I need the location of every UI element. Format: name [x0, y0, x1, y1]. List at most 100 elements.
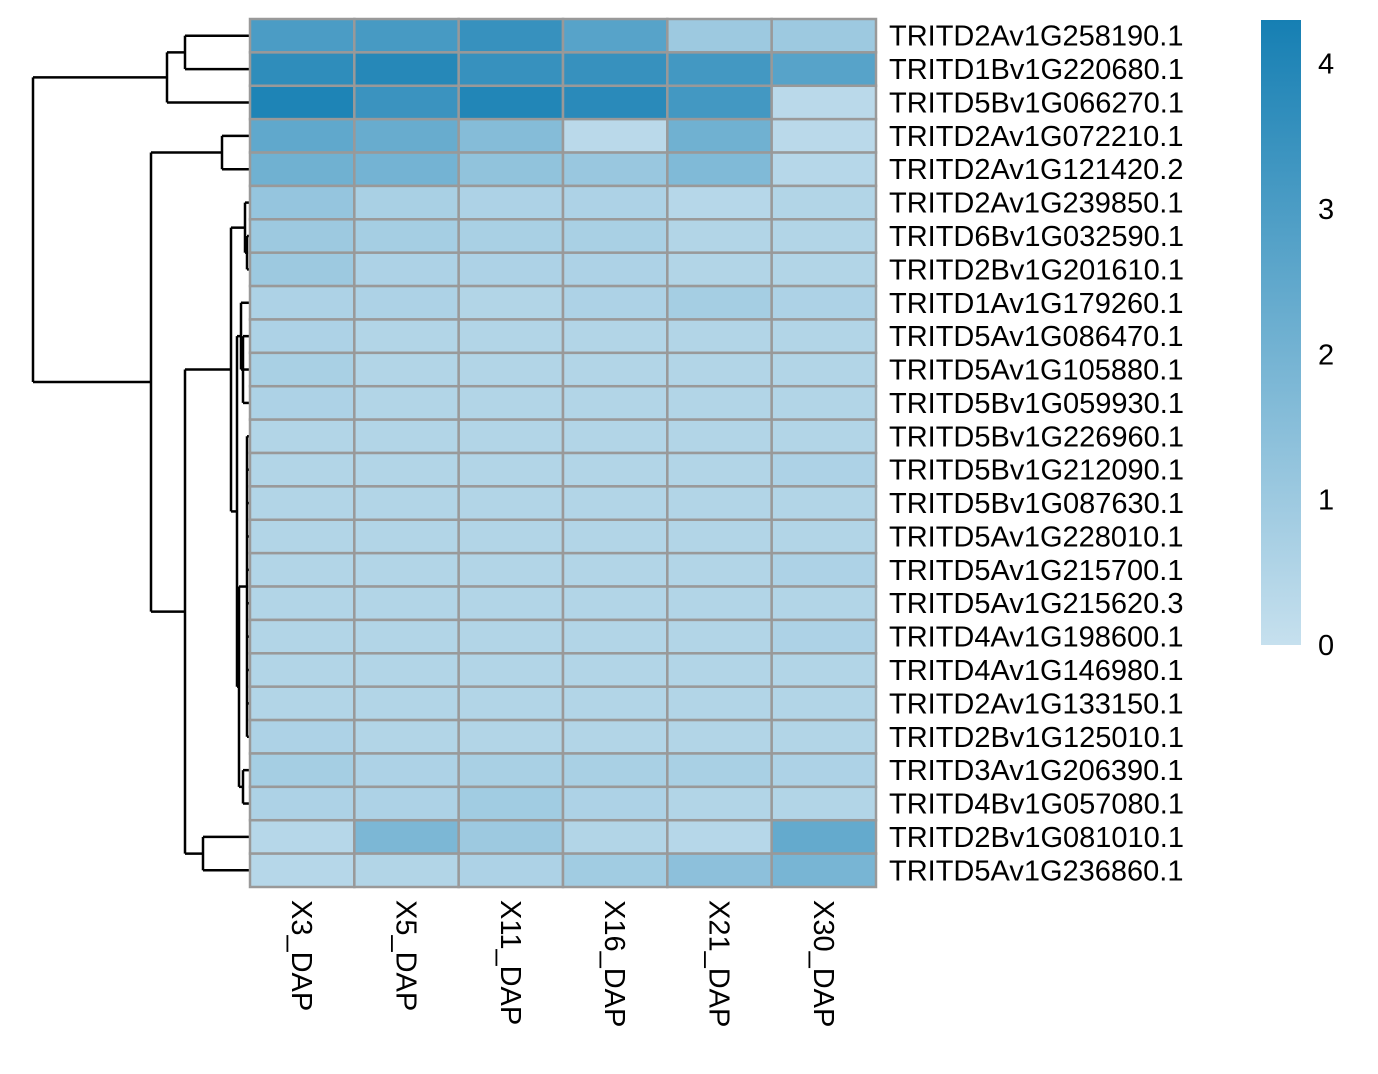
heatmap-cell [248, 585, 356, 622]
heatmap-cell [353, 351, 460, 388]
heatmap-cell [666, 485, 773, 522]
heatmap-cell [353, 251, 460, 288]
heatmap-cell [770, 184, 878, 221]
heatmap-cell [248, 451, 356, 488]
heatmap-cell [248, 618, 356, 655]
row-label: TRITD6Bv1G032590.1 [889, 221, 1184, 253]
column-labels: X3_DAP X5_DAP X11_DAP X16_DAP X21_DAP X30_DAP [285, 900, 839, 1027]
column-label: X30_DAP [807, 900, 839, 1027]
row-label: TRITD2Av1G133150.1 [889, 688, 1183, 720]
colorbar-gradient [1261, 20, 1301, 645]
heatmap-cell [457, 451, 565, 488]
heatmap-cell [457, 84, 565, 121]
column-label: X5_DAP [390, 900, 422, 1011]
heatmap-cell [561, 17, 669, 54]
heatmap-cell [457, 284, 565, 321]
colorbar-tick-label: 0 [1318, 630, 1334, 662]
heatmap-cell [666, 718, 773, 755]
heatmap-cell [770, 551, 878, 588]
heatmap-cell [353, 518, 460, 555]
heatmap-cell [561, 251, 669, 288]
heatmap-cell [561, 585, 669, 622]
heatmap-cell [248, 51, 356, 88]
heatmap-cell [353, 652, 460, 688]
heatmap-cell [561, 785, 669, 822]
row-label: TRITD3Av1G206390.1 [889, 755, 1183, 787]
heatmap-cell [561, 485, 669, 522]
heatmap-cell [770, 518, 878, 555]
row-label: TRITD5Av1G105880.1 [889, 355, 1183, 387]
heatmap-cell [561, 551, 669, 588]
heatmap-cell [666, 384, 773, 421]
heatmap-cell [770, 852, 878, 889]
heatmap-cell [248, 685, 356, 722]
heatmap-cell [666, 551, 773, 588]
heatmap-cell [353, 785, 460, 822]
heatmap-cell [770, 585, 878, 622]
heatmap-cell [457, 384, 565, 421]
heatmap-cell [666, 151, 773, 188]
heatmap-cell [666, 284, 773, 321]
heatmap-cell [561, 51, 669, 88]
heatmap-cell [770, 685, 878, 722]
column-label: X3_DAP [285, 900, 317, 1011]
heatmap-cell [248, 718, 356, 755]
heatmap-cell [353, 318, 460, 355]
heatmap-cell [666, 818, 773, 855]
row-label: TRITD5Bv1G066270.1 [889, 87, 1184, 119]
row-label: TRITD5Bv1G087630.1 [889, 488, 1184, 520]
heatmap-cells [248, 17, 878, 889]
row-label: TRITD1Bv1G220680.1 [889, 54, 1184, 86]
heatmap-cell [666, 351, 773, 388]
heatmap-cell [353, 618, 460, 655]
heatmap-cell [353, 418, 460, 455]
heatmap-cell [770, 785, 878, 822]
heatmap-cell [457, 151, 565, 188]
heatmap-cell [666, 318, 773, 355]
row-label: TRITD2Av1G072210.1 [889, 121, 1183, 153]
heatmap-cell [248, 752, 356, 789]
heatmap-cell [561, 752, 669, 789]
heatmap-cell [770, 17, 878, 54]
heatmap-cell [770, 752, 878, 789]
heatmap-cell [457, 17, 565, 54]
heatmap-cell [770, 351, 878, 388]
heatmap-cell [457, 251, 565, 288]
heatmap-cell [561, 418, 669, 455]
heatmap-cell [770, 218, 878, 254]
heatmap-cell [666, 752, 773, 789]
heatmap-cell [770, 451, 878, 488]
heatmap-cell [770, 485, 878, 522]
heatmap-cell [561, 351, 669, 388]
heatmap-cell [770, 151, 878, 188]
row-label: TRITD5Av1G215700.1 [889, 555, 1183, 587]
heatmap-cell [248, 184, 356, 221]
heatmap-cell [457, 785, 565, 822]
heatmap-cell [353, 84, 460, 121]
heatmap-cell [770, 84, 878, 121]
colorbar-tick-label: 2 [1318, 339, 1334, 371]
heatmap-cell [457, 818, 565, 855]
heatmap-cell [561, 618, 669, 655]
heatmap-cell [457, 51, 565, 88]
heatmap-cell [353, 17, 460, 54]
heatmap-cell [353, 718, 460, 755]
heatmap-cell [457, 184, 565, 221]
heatmap-cell [248, 384, 356, 421]
heatmap-cell [248, 151, 356, 188]
heatmap-cell [561, 284, 669, 321]
heatmap-cell [561, 184, 669, 221]
heatmap-cell [770, 51, 878, 88]
heatmap-cell [457, 318, 565, 355]
heatmap-cell [770, 652, 878, 688]
heatmap-cell [457, 852, 565, 889]
heatmap-cell [353, 151, 460, 188]
heatmap-cell [666, 117, 773, 154]
heatmap-cell [457, 518, 565, 555]
row-label: TRITD2Av1G258190.1 [889, 21, 1183, 53]
heatmap-cell [248, 418, 356, 455]
heatmap-cell [353, 485, 460, 522]
heatmap-cell [666, 451, 773, 488]
heatmap-cell [666, 418, 773, 455]
heatmap-cell [666, 84, 773, 121]
